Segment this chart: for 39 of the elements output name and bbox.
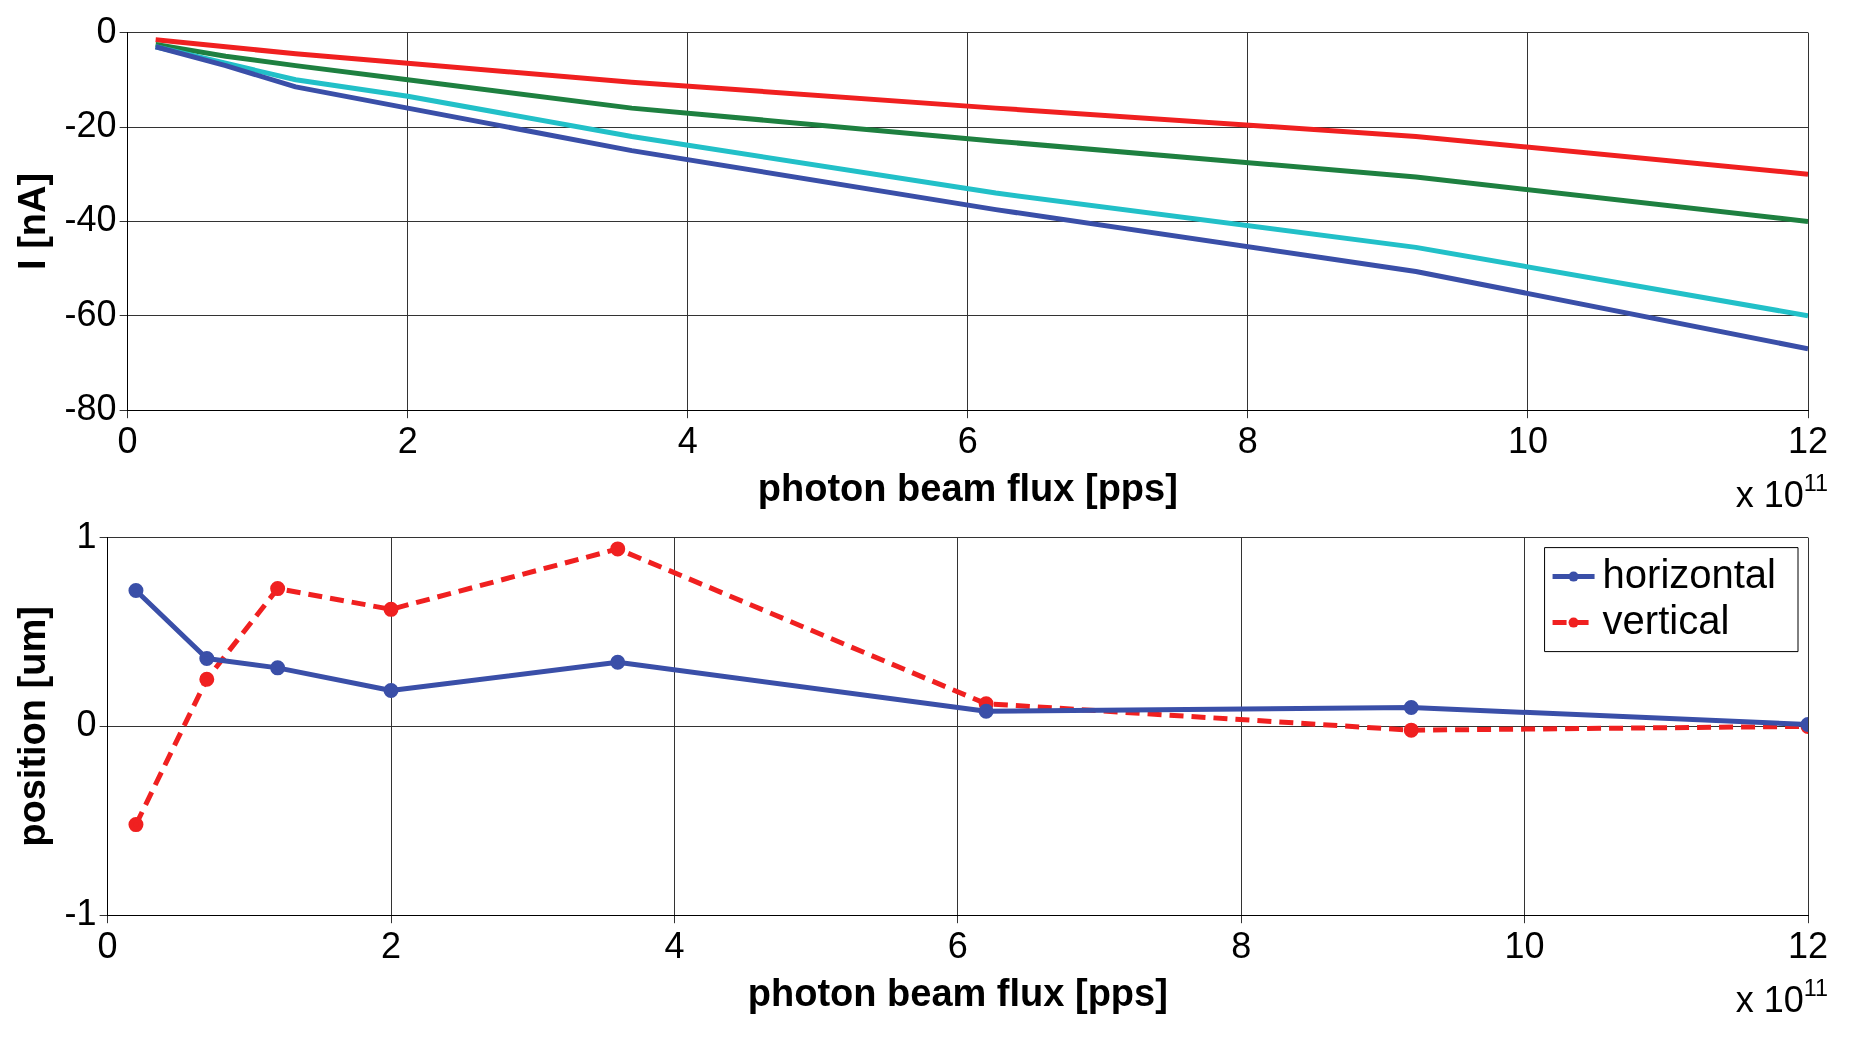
x-tick-label: 12 (1787, 419, 1829, 461)
y-tick-label: -1 (64, 892, 97, 934)
x-tick-label: 8 (1231, 924, 1252, 966)
y-axis-title: position [um] (11, 606, 54, 847)
point (128, 817, 144, 833)
y-tick-label: -40 (64, 198, 117, 240)
legend-label: horizontal (1602, 551, 1776, 596)
x-tick-label: 4 (677, 419, 698, 461)
y-tick-label: 0 (76, 703, 97, 745)
point (383, 601, 399, 617)
y-tick-label: -80 (64, 387, 117, 429)
x-tick-label: 2 (397, 419, 418, 461)
point (383, 683, 399, 699)
x-tick-label: 6 (957, 419, 978, 461)
point (610, 541, 626, 557)
x-axis-title: photon beam flux [pps] (747, 971, 1168, 1014)
x-tick-label: 10 (1504, 924, 1545, 966)
point (1403, 722, 1419, 738)
point (1403, 700, 1419, 716)
y-tick-label: -20 (64, 103, 117, 145)
x-axis-title: photon beam flux [pps] (757, 466, 1178, 509)
point (270, 660, 286, 676)
y-axis-title: I [nA] (11, 172, 54, 270)
point (978, 703, 994, 719)
y-tick-label: 1 (76, 514, 97, 556)
point (199, 650, 215, 666)
y-tick-label: 0 (96, 9, 117, 51)
y-tick-label: -60 (64, 292, 117, 334)
x-tick-label: 8 (1237, 419, 1258, 461)
x-tick-label: 12 (1787, 924, 1829, 966)
point (128, 582, 144, 598)
point (270, 581, 286, 597)
x-tick-label: 6 (947, 924, 968, 966)
point (199, 671, 215, 687)
legend-label: vertical (1602, 597, 1730, 642)
x-tick-label: 10 (1507, 419, 1548, 461)
point (610, 654, 626, 670)
x-tick-label: 2 (380, 924, 402, 966)
x-tick-label: 4 (664, 924, 685, 966)
